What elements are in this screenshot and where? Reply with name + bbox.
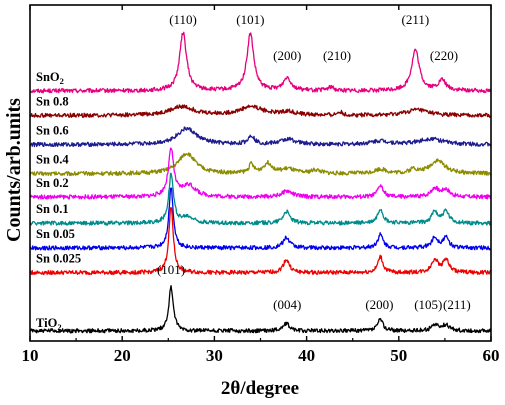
peak-label-tio2-3: (105) — [414, 297, 442, 312]
series-label-sn-0-025: Sn 0.025 — [36, 252, 81, 266]
peak-label-sno2-4: (211) — [402, 12, 430, 27]
x-tick-label-30: 30 — [206, 346, 223, 365]
x-tick-label-20: 20 — [114, 346, 131, 365]
x-axis-label: 2θ/degree — [221, 378, 299, 399]
series-line-sn-0-025 — [29, 206, 492, 276]
peak-label-tio2-0: (101) — [157, 262, 185, 277]
series-label-sn-0-1: Sn 0.1 — [36, 202, 69, 216]
series-label-sno2: SnO2 — [36, 70, 64, 86]
series-line-sn-0-4 — [29, 152, 492, 177]
x-tick-label-60: 60 — [483, 346, 500, 365]
series-line-sn-0-6 — [29, 126, 492, 148]
peak-label-sno2-1: (101) — [236, 12, 264, 27]
series-label-tio2: TiO2 — [36, 316, 62, 332]
peak-label-sno2-0: (110) — [169, 12, 197, 27]
series-line-sn-0-05 — [29, 187, 492, 251]
ticks-layer: 10 20 30 40 50 60 — [22, 5, 500, 365]
x-tick-label-50: 50 — [390, 346, 407, 365]
series-line-sno2 — [29, 31, 492, 94]
series-layer — [29, 31, 492, 334]
series-label-sn-0-05: Sn 0.05 — [36, 227, 75, 241]
x-tick-label-40: 40 — [298, 346, 315, 365]
peak-label-sno2-3: (210) — [323, 48, 351, 63]
series-line-sn-0-8 — [29, 104, 491, 118]
peak-label-tio2-4: (211) — [443, 297, 471, 312]
peak-label-sno2-5: (220) — [430, 48, 458, 63]
series-label-sn-0-8: Sn 0.8 — [36, 95, 69, 109]
y-axis-label: Counts/arb.units — [3, 98, 25, 242]
peak-label-tio2-1: (004) — [273, 297, 301, 312]
series-line-sn-0-2 — [29, 147, 492, 200]
peak-label-tio2-2: (200) — [365, 297, 393, 312]
series-label-sn-0-2: Sn 0.2 — [36, 176, 69, 190]
series-label-sn-0-4: Sn 0.4 — [36, 153, 69, 167]
x-tick-label-10: 10 — [22, 346, 39, 365]
series-label-sn-0-6: Sn 0.6 — [36, 124, 69, 138]
peak-label-sno2-2: (200) — [273, 48, 301, 63]
series-line-tio2 — [29, 285, 492, 334]
labels-layer: SnO2 (110) (101) (200) (210) (211) (220) Sn 0.8… — [36, 12, 471, 332]
series-line-sn-0-1 — [29, 172, 492, 226]
